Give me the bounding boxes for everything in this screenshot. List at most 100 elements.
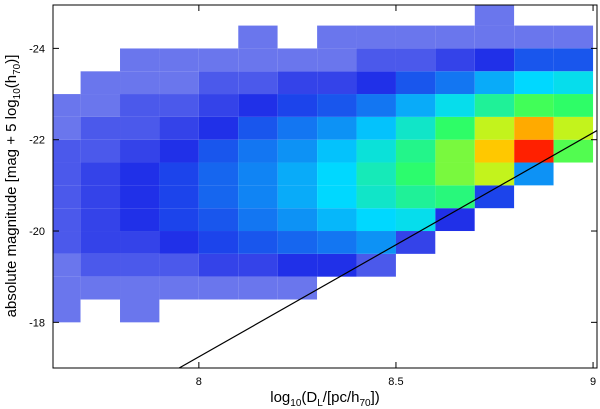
heat-cell bbox=[553, 276, 594, 300]
heat-cell bbox=[198, 139, 239, 163]
heat-cell bbox=[474, 299, 515, 323]
heat-cell bbox=[159, 345, 199, 368]
heat-cell bbox=[277, 71, 318, 95]
heat-cell bbox=[120, 116, 160, 140]
heat-cell bbox=[317, 116, 357, 140]
heat-cell bbox=[159, 299, 199, 323]
heat-cell bbox=[238, 116, 278, 140]
y-tick-label: -24 bbox=[29, 43, 45, 55]
heat-cell bbox=[514, 208, 554, 232]
heat-cell bbox=[514, 71, 554, 95]
heat-cell bbox=[514, 116, 554, 140]
heat-cell bbox=[356, 48, 396, 72]
heat-cell bbox=[553, 185, 594, 209]
limit-line bbox=[178, 130, 597, 368]
heat-cell bbox=[553, 116, 594, 140]
heat-cell bbox=[198, 116, 239, 140]
heat-cell bbox=[198, 299, 239, 323]
heat-cell bbox=[514, 276, 554, 300]
heat-cell bbox=[120, 25, 160, 49]
heat-cell bbox=[356, 139, 396, 163]
heat-cell bbox=[553, 5, 594, 26]
heat-cell bbox=[317, 299, 357, 323]
heat-cell bbox=[395, 162, 436, 186]
heat-cell bbox=[277, 208, 318, 232]
heat-cell bbox=[317, 322, 357, 346]
heat-cell bbox=[120, 139, 160, 163]
heat-cell bbox=[53, 25, 81, 49]
heat-cell bbox=[80, 162, 121, 186]
heat-cell bbox=[317, 253, 357, 277]
heat-cell bbox=[435, 25, 475, 49]
heat-cell bbox=[53, 253, 81, 277]
heat-cell bbox=[474, 231, 515, 254]
heat-cell bbox=[277, 116, 318, 140]
heat-cell bbox=[277, 25, 318, 49]
heat-cell bbox=[159, 139, 199, 163]
heat-cell bbox=[238, 299, 278, 323]
heat-cell bbox=[80, 5, 121, 26]
heat-cell bbox=[159, 322, 199, 346]
heat-cell bbox=[159, 116, 199, 140]
heat-cell bbox=[198, 162, 239, 186]
subscript: 10 bbox=[12, 88, 23, 100]
heat-cell bbox=[474, 253, 515, 277]
label-text: ]) bbox=[371, 389, 380, 406]
heat-cell bbox=[514, 185, 554, 209]
heat-cell bbox=[120, 231, 160, 254]
heat-cell bbox=[80, 345, 121, 368]
heat-cell bbox=[238, 231, 278, 254]
x-tick-label: 8 bbox=[196, 376, 202, 388]
heat-cell bbox=[317, 185, 357, 209]
heat-cell bbox=[80, 231, 121, 254]
subscript: 70 bbox=[12, 63, 23, 75]
heat-cell bbox=[120, 162, 160, 186]
label-text: (D bbox=[301, 389, 317, 406]
heat-cell bbox=[514, 5, 554, 26]
subscript: 10 bbox=[290, 398, 302, 409]
y-tick-label: -20 bbox=[29, 226, 45, 238]
heat-cell bbox=[277, 231, 318, 254]
heat-cell bbox=[159, 25, 199, 49]
heat-cell bbox=[159, 253, 199, 277]
heat-cell bbox=[277, 345, 318, 368]
heat-cell bbox=[435, 94, 475, 117]
heat-cell bbox=[80, 71, 121, 95]
heat-cell bbox=[514, 48, 554, 72]
heat-cell bbox=[474, 208, 515, 232]
heat-cell bbox=[356, 345, 396, 368]
heat-cell bbox=[317, 5, 357, 26]
heat-cell bbox=[395, 322, 436, 346]
heat-cell bbox=[435, 299, 475, 323]
heat-cell bbox=[53, 162, 81, 186]
heat-cell bbox=[120, 253, 160, 277]
heat-cell bbox=[198, 345, 239, 368]
heat-cell bbox=[198, 208, 239, 232]
heat-cell bbox=[356, 71, 396, 95]
heat-cell bbox=[474, 345, 515, 368]
heat-cell bbox=[159, 276, 199, 300]
y-tick-label: -18 bbox=[29, 317, 45, 329]
heat-cell bbox=[80, 25, 121, 49]
heat-cell bbox=[238, 139, 278, 163]
heat-cell bbox=[474, 322, 515, 346]
heat-cell bbox=[435, 185, 475, 209]
heat-cell bbox=[435, 71, 475, 95]
heat-cell bbox=[120, 48, 160, 72]
heat-cell bbox=[53, 116, 81, 140]
x-tick-label: 9 bbox=[590, 376, 596, 388]
heat-cell bbox=[435, 276, 475, 300]
heat-cell bbox=[238, 25, 278, 49]
heat-cell bbox=[159, 94, 199, 117]
heat-cell bbox=[80, 116, 121, 140]
y-axis-label: absolute magnitude [mag + 5 log10(h70)] bbox=[3, 55, 23, 318]
heat-cell bbox=[553, 345, 594, 368]
heat-cell bbox=[238, 71, 278, 95]
heat-cell bbox=[553, 208, 594, 232]
heat-cell bbox=[80, 139, 121, 163]
heat-cell bbox=[53, 299, 81, 323]
heat-cell bbox=[238, 185, 278, 209]
heat-cell bbox=[80, 276, 121, 300]
heat-cell bbox=[317, 162, 357, 186]
heat-cell bbox=[53, 48, 81, 72]
